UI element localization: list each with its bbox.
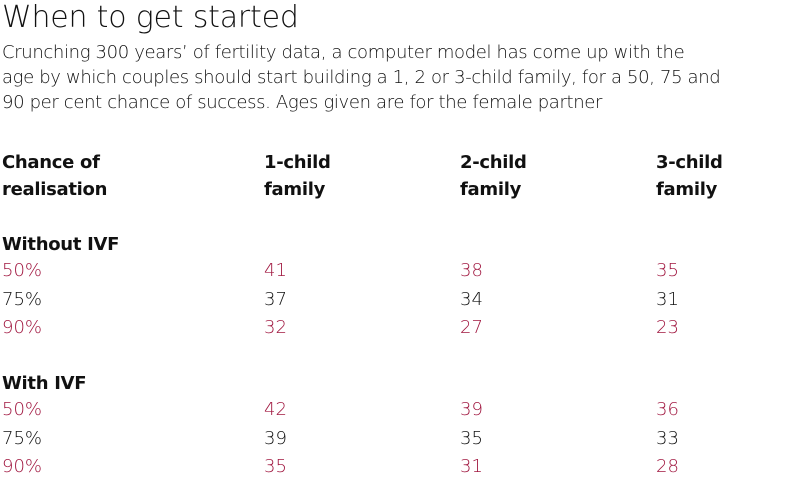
age-cell: 39: [460, 399, 483, 420]
chance-cell: 90%: [2, 456, 43, 477]
group-title: With IVF: [2, 373, 87, 394]
column-header-chance: Chance of realisation: [2, 149, 107, 203]
intro-line: age by which couples should start buildi…: [2, 67, 721, 88]
column-header-1-child: 1-child family: [264, 149, 331, 203]
age-cell: 28: [656, 456, 679, 477]
age-cell: 39: [264, 427, 287, 449]
age-cell: 27: [460, 317, 483, 338]
column-header-line: 3-child: [656, 152, 723, 173]
column-header-line: Chance of: [2, 152, 100, 173]
chance-cell: 50%: [2, 399, 43, 420]
age-cell: 41: [264, 260, 287, 281]
chance-cell: 50%: [2, 260, 43, 281]
column-header-line: realisation: [2, 179, 108, 200]
intro-line: 90 per cent chance of success. Ages give…: [2, 92, 603, 113]
column-header-line: family: [656, 179, 718, 200]
column-header-3-child: 3-child family: [656, 149, 723, 203]
age-cell: 35: [656, 260, 679, 281]
age-cell: 23: [656, 317, 679, 338]
age-cell: 31: [656, 288, 679, 310]
column-header-line: family: [264, 179, 326, 200]
age-cell: 36: [656, 399, 679, 420]
group-title: Without IVF: [2, 234, 120, 255]
age-cell: 34: [460, 288, 483, 310]
age-cell: 37: [264, 288, 287, 310]
intro-line: Crunching 300 years’ of fertility data, …: [2, 42, 685, 63]
intro-text: Crunching 300 years’ of fertility data, …: [2, 40, 792, 115]
age-cell: 32: [264, 317, 287, 338]
age-cell: 33: [656, 427, 679, 449]
column-header-line: family: [460, 179, 522, 200]
chance-cell: 90%: [2, 317, 43, 338]
page-title: When to get started: [2, 0, 299, 35]
age-cell: 35: [264, 456, 287, 477]
age-cell: 38: [460, 260, 483, 281]
column-header-2-child: 2-child family: [460, 149, 527, 203]
age-cell: 42: [264, 399, 287, 420]
age-cell: 31: [460, 456, 483, 477]
chance-cell: 75%: [2, 288, 43, 310]
column-header-line: 1-child: [264, 152, 331, 173]
age-cell: 35: [460, 427, 483, 449]
column-header-line: 2-child: [460, 152, 527, 173]
chance-cell: 75%: [2, 427, 43, 449]
